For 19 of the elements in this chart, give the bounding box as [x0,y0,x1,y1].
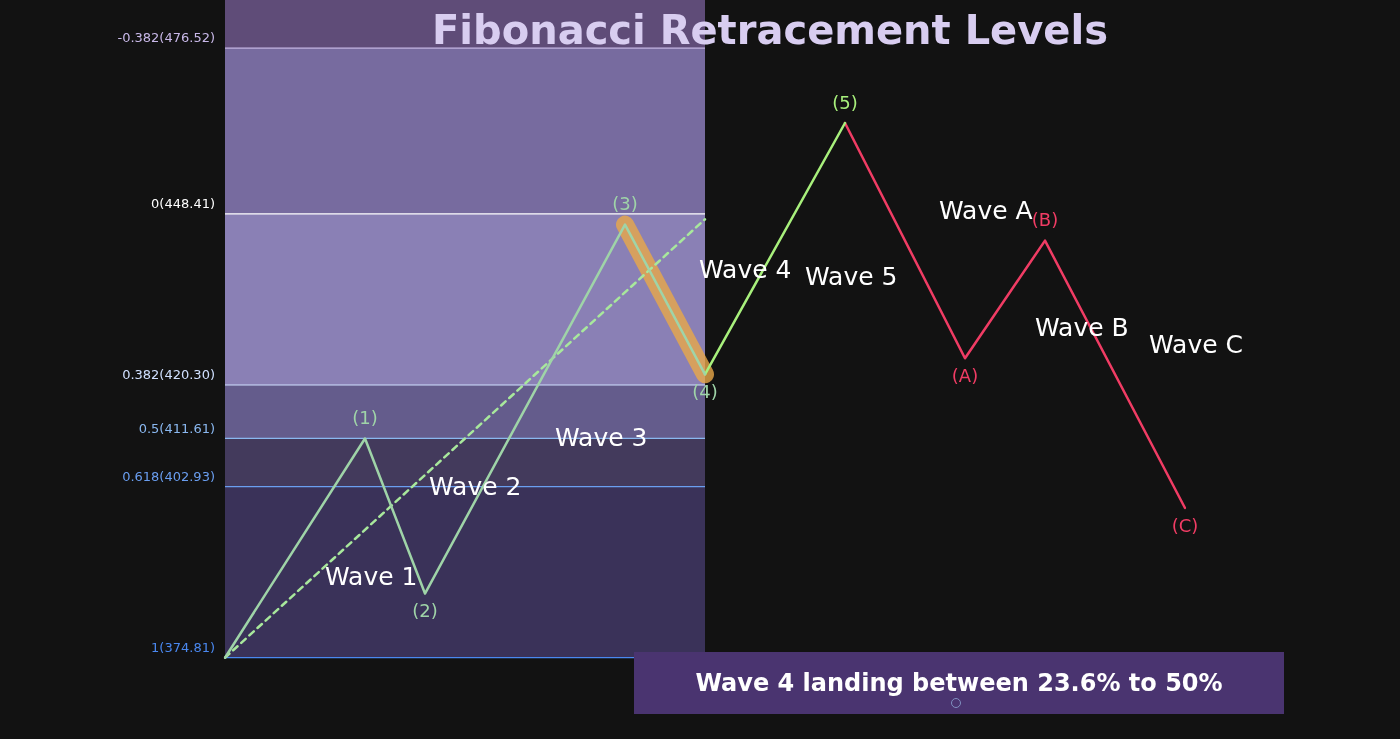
text: (5) [832,91,858,113]
annotation: (1) [352,407,378,429]
annotation: (2) [412,600,438,622]
annotation: (C) [1171,514,1199,536]
annotation: (3) [612,193,638,215]
text: -0.382(476.52) [117,30,215,46]
annotation: Wave 1 [325,561,418,591]
annotation: 0.382(420.30) [122,367,215,383]
annotation: 0.5(411.61) [138,420,215,436]
annotation: 0.618(402.93) [122,468,215,484]
annotation: (A) [951,364,979,386]
annotation: Wave A [939,196,1033,226]
annotation: Wave 5 [805,262,898,292]
chart-title: Fibonacci Retracement Levels [431,6,1109,55]
annotation: (4) [692,380,718,402]
caption-box: Wave 4 landing between 23.6% to 50% [634,652,1284,714]
annotation: 0(448.41) [151,196,215,212]
annotation: 1(374.81) [151,640,215,656]
annotation: Wave C [1149,329,1244,359]
